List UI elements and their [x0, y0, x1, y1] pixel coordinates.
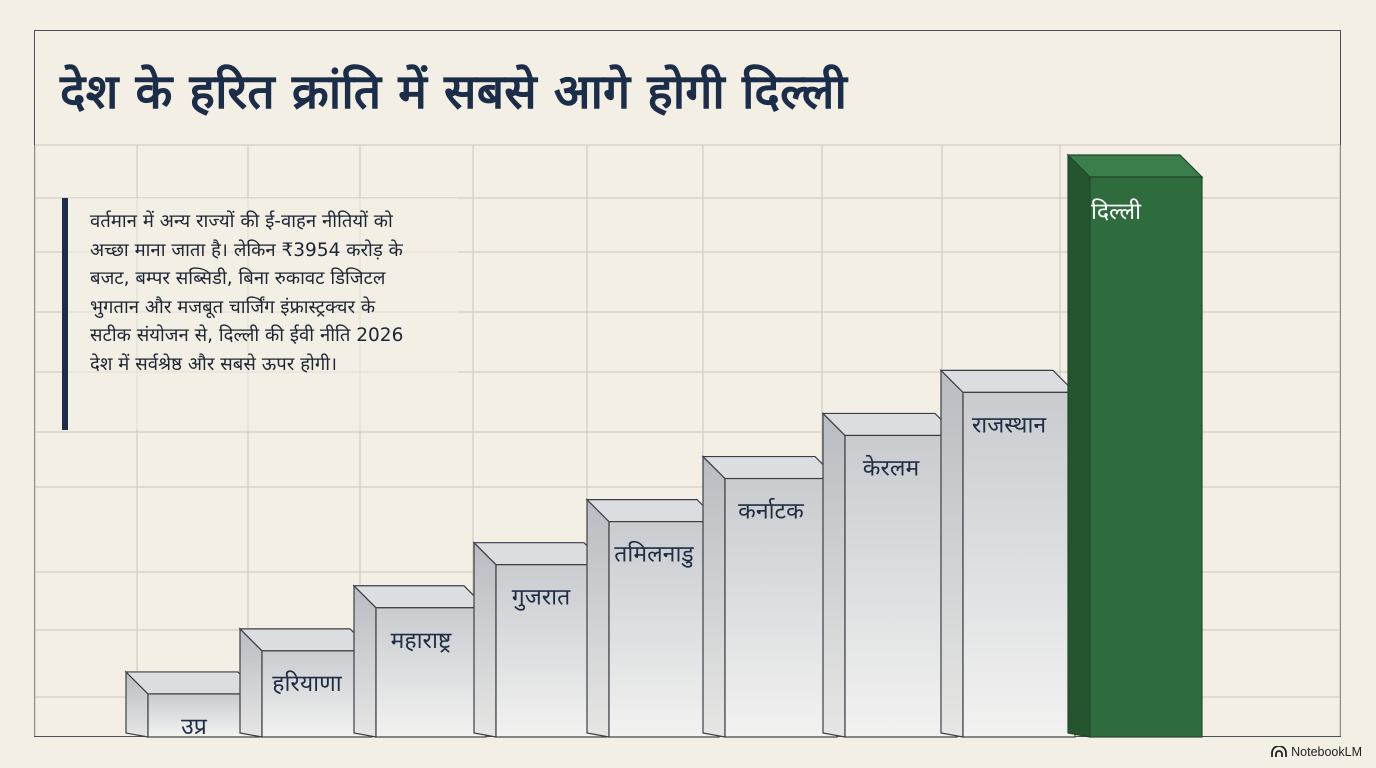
bar: हरियाणा	[238, 627, 374, 738]
bar-top	[472, 542, 608, 566]
bar-side	[702, 455, 726, 738]
callout-line: बजट, बम्पर सब्सिडी, बिना रुकावट डिजिटल	[90, 268, 386, 289]
bar-side	[586, 498, 610, 738]
callout-line: देश में सर्वश्रेष्ठ और सबसे ऊपर होगी।	[90, 353, 338, 375]
bar: केरलम	[821, 412, 959, 738]
bar-top	[701, 455, 839, 480]
callout-line: सटीक संयोजन से, दिल्ली की ईवी नीति 2026	[90, 325, 404, 346]
bar-label: दिल्ली	[1091, 198, 1142, 225]
bar-side	[1067, 153, 1091, 738]
bar-label: केरलम	[863, 454, 921, 481]
bar-top	[238, 628, 374, 652]
bar: तमिलनाडु	[585, 498, 721, 738]
brand-name: NotebookLM	[1291, 745, 1362, 759]
page-title: देश के हरित क्रांति में सबसे आगे होगी दि…	[60, 64, 848, 120]
bar-front	[375, 607, 487, 738]
bar: महाराष्ट्र	[352, 584, 488, 738]
callout-line: अच्छा माना जाता है। लेकिन ₹3954 करोड़ के	[90, 239, 403, 261]
bar-top	[939, 369, 1077, 393]
bar-top	[1066, 154, 1204, 178]
bar-side	[353, 584, 377, 738]
bar: गुजरात	[472, 541, 608, 738]
bar-top	[585, 499, 721, 523]
bar-top	[352, 585, 488, 609]
brand-mark: NotebookLM	[1271, 745, 1362, 759]
bar-label: उप्र	[181, 714, 208, 740]
bar-side	[473, 541, 497, 738]
callout-line: भुगतान और मजबूत चार्जिंग इंफ्रास्ट्रक्चर…	[90, 296, 376, 318]
bar-label: हरियाणा	[272, 670, 343, 697]
bar: राजस्थान	[939, 368, 1077, 738]
bar-label: महाराष्ट्र	[391, 628, 452, 654]
bar-side	[822, 412, 846, 738]
bar-side	[940, 368, 964, 738]
bar-label: तमिलनाडु	[614, 541, 694, 569]
bar: दिल्ली	[1066, 153, 1204, 738]
bar: कर्नाटक	[701, 455, 839, 738]
bar-front	[724, 477, 838, 738]
bar-label: राजस्थान	[972, 412, 1048, 438]
bar-front	[608, 521, 720, 738]
bar-front	[844, 434, 958, 738]
bar-top	[821, 412, 959, 437]
bar-label: कर्नाटक	[738, 498, 805, 525]
notebooklm-logo-icon	[1271, 746, 1288, 757]
callout-box: वर्तमान में अन्य राज्यों की ई-वाहन नीतिय…	[62, 198, 458, 430]
bar-label: गुजरात	[512, 585, 571, 612]
callout-line: वर्तमान में अन्य राज्यों की ई-वाहन नीतिय…	[90, 211, 393, 232]
bar-front	[962, 391, 1076, 738]
bar-front	[1089, 176, 1203, 738]
